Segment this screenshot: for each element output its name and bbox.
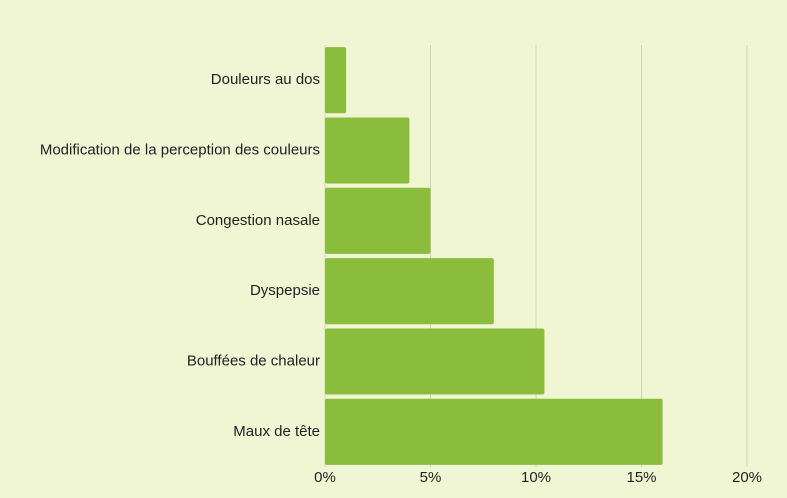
- x-tick-label: 15%: [626, 469, 656, 486]
- x-tick-label: 0%: [314, 469, 336, 486]
- y-tick-label: Douleurs au dos: [211, 71, 320, 88]
- bar: [325, 187, 431, 254]
- bar: [325, 328, 545, 395]
- y-tick-label: Congestion nasale: [196, 212, 320, 229]
- bar: [325, 398, 663, 465]
- y-tick-label: Bouffées de chaleur: [187, 352, 320, 369]
- y-tick-label: Dyspepsie: [250, 282, 320, 299]
- bar: [325, 258, 494, 325]
- x-tick-label: 20%: [732, 469, 762, 486]
- bar: [325, 47, 347, 114]
- bar: [325, 117, 410, 184]
- x-tick-label: 10%: [521, 469, 551, 486]
- x-tick-label: 5%: [420, 469, 442, 486]
- y-tick-label: Maux de tête: [233, 423, 320, 440]
- y-tick-label: Modification de la perception des couleu…: [40, 141, 320, 158]
